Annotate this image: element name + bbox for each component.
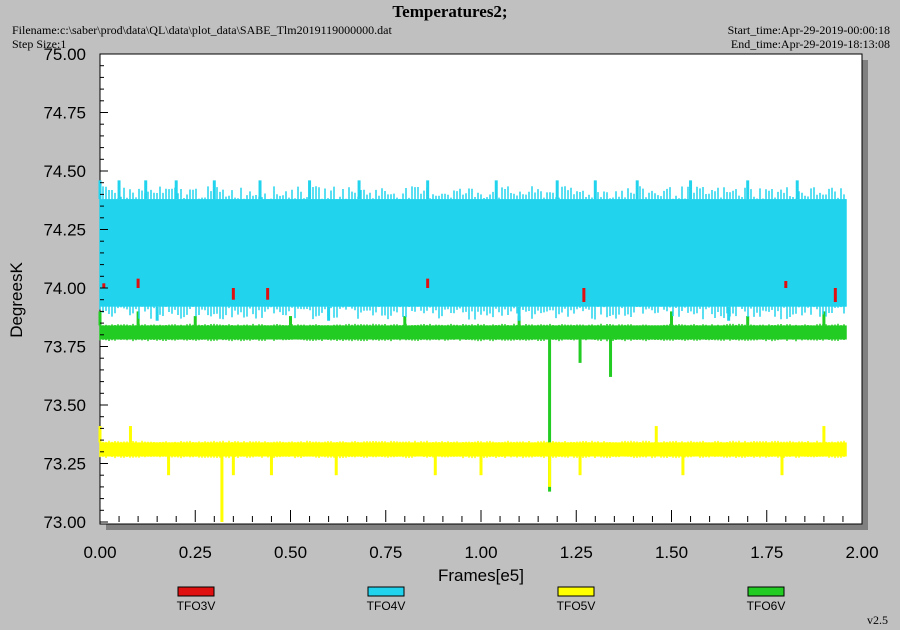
legend-label-tfo6v: TFO6V — [747, 599, 786, 613]
legend: TFO3V TFO4V TFO5V TFO6V — [177, 586, 786, 613]
x-axis-label: Frames[e5] — [438, 566, 524, 585]
legend-swatch-tfo3v — [177, 586, 215, 597]
step-size-label: Step Size:1 — [12, 37, 67, 51]
start-time-label: Start_time:Apr-29-2019-00:00:18 — [727, 23, 890, 37]
y-tick-label-3: 74.25 — [43, 221, 86, 240]
x-tick-label-8: 2.00 — [845, 543, 878, 562]
y-tick-label-6: 73.50 — [43, 396, 86, 415]
series-noise-tfo5v — [99, 440, 845, 459]
y-tick-label-4: 74.00 — [43, 279, 86, 298]
series-noise-tfo6v — [99, 323, 845, 342]
y-tick-label-0: 75.00 — [43, 45, 86, 64]
legend-label-tfo4v: TFO4V — [367, 599, 406, 613]
y-tick-label-2: 74.50 — [43, 162, 86, 181]
legend-swatch-tfo4v — [367, 586, 405, 597]
legend-label-tfo3v: TFO3V — [177, 599, 216, 613]
series-band-tfo6v — [100, 325, 847, 340]
legend-swatch-tfo5v — [557, 586, 595, 597]
x-tick-label-5: 1.25 — [560, 543, 593, 562]
series-tfo6v — [98, 311, 847, 492]
series-tfo5v — [98, 426, 847, 522]
series-layer — [98, 180, 847, 522]
legend-swatch-tfo6v — [747, 586, 785, 597]
x-tick-label-1: 0.25 — [179, 543, 212, 562]
x-tick-label-3: 0.75 — [369, 543, 402, 562]
filename-label: Filename:c:\saber\prod\data\QL\data\plot… — [12, 23, 392, 37]
chart-title: Temperatures2; — [392, 2, 508, 21]
axis-layer: 75.00 74.75 74.50 74.25 74.00 73.75 73.50 73.25… — [43, 45, 878, 562]
series-noise-tfo4v — [99, 186, 845, 320]
end-time-label: End_time:Apr-29-2019-18:13:08 — [730, 37, 890, 51]
y-tick-label-7: 73.25 — [43, 455, 86, 474]
y-axis-label: DegreesK — [7, 262, 26, 338]
x-tick-label-0: 0.00 — [83, 543, 116, 562]
x-tick-label-2: 0.50 — [274, 543, 307, 562]
version-label: v2.5 — [867, 613, 888, 627]
y-tick-label-5: 73.75 — [43, 338, 86, 357]
series-tfo3v — [102, 278, 837, 303]
x-tick-label-6: 1.50 — [655, 543, 688, 562]
series-tfo4v — [98, 180, 847, 321]
series-band-tfo4v — [100, 199, 847, 307]
y-tick-label-8: 73.00 — [43, 513, 86, 532]
y-tick-label-1: 74.75 — [43, 104, 86, 123]
series-band-tfo5v — [100, 442, 847, 457]
x-tick-label-4: 1.00 — [464, 543, 497, 562]
x-tick-label-7: 1.75 — [750, 543, 783, 562]
legend-label-tfo5v: TFO5V — [557, 599, 596, 613]
